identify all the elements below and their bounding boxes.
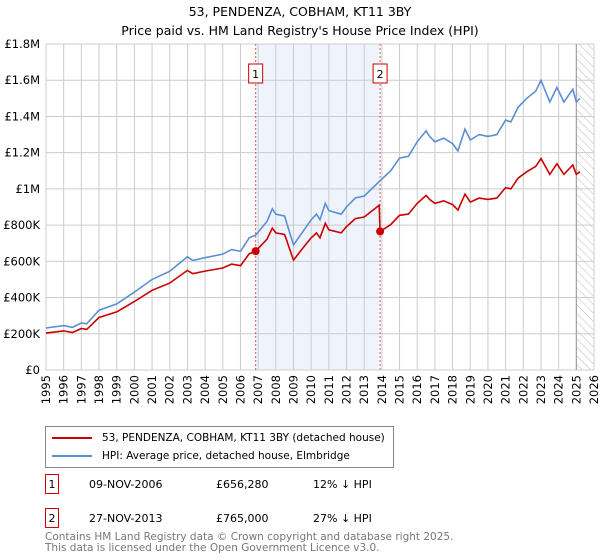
x-tick-label: 2002 — [163, 375, 177, 404]
sale-hpi-diff: 27% ↓ HPI — [313, 511, 372, 525]
x-tick-label: 2000 — [127, 375, 141, 404]
sale-price: £656,280 — [216, 477, 269, 491]
x-tick-label: 2017 — [428, 375, 442, 404]
footer-copyright: Contains HM Land Registry data © Crown c… — [45, 531, 454, 543]
hpi-line — [45, 78, 581, 329]
y-tick-label: £1.8M — [4, 37, 40, 51]
footer: Contains HM Land Registry data © Crown c… — [45, 532, 453, 554]
y-tick-label: £600K — [3, 254, 40, 268]
y-tick-label: £1.6M — [4, 73, 40, 87]
sale-badge: 1 — [45, 474, 59, 494]
x-tick-label: 2015 — [393, 375, 407, 404]
x-tick-label: 2011 — [322, 375, 336, 404]
x-tick-label: 2004 — [198, 375, 212, 404]
sale-point — [251, 247, 260, 256]
sale-row: 1 09-NOV-2006 £656,280 12% ↓ HPI — [45, 473, 372, 495]
x-tick-label: 2020 — [481, 375, 495, 404]
sale-point — [376, 227, 385, 236]
y-tick-label: £400K — [3, 291, 40, 305]
chart-title: 53, PENDENZA, COBHAM, KT11 3BY Price pai… — [0, 2, 600, 40]
red-line-swatch — [52, 437, 92, 439]
x-tick-label: 1998 — [92, 375, 106, 404]
x-tick-label: 2024 — [552, 375, 566, 404]
x-tick-label: 1995 — [39, 375, 53, 404]
x-tick-label: 2012 — [340, 375, 354, 404]
sale-row: 2 27-NOV-2013 £765,000 27% ↓ HPI — [45, 507, 372, 529]
x-tick-label: 2013 — [357, 375, 371, 404]
x-tick-label: 2025 — [569, 375, 583, 404]
x-tick-label: 2023 — [534, 375, 548, 404]
forecast-hatch — [576, 44, 594, 370]
x-tick-label: 2003 — [180, 375, 194, 404]
price-chart: 1995 1996 1997 1998 1999 2000 2001 2002 2003 2004… — [3, 37, 600, 404]
sale-marker-box — [372, 63, 388, 84]
y-tick-label: £0 — [25, 363, 40, 377]
sale-badge: 2 — [45, 508, 59, 528]
property-price-line — [45, 156, 581, 334]
x-tick-label: 2019 — [463, 375, 477, 404]
x-tick-label: 2018 — [446, 375, 460, 404]
blue-line-swatch — [52, 455, 92, 457]
x-tick-label: 2005 — [216, 375, 230, 404]
y-tick-label: £1.4M — [4, 109, 40, 123]
title-line: 53, PENDENZA, COBHAM, KT11 3BY — [188, 4, 412, 19]
x-tick-label: 1997 — [74, 375, 88, 404]
x-tick-label: 2022 — [516, 375, 530, 404]
y-tick-label: £200K — [3, 327, 40, 341]
sale-date: 27-NOV-2013 — [89, 511, 163, 525]
y-tick-label: £1.2M — [4, 146, 40, 160]
legend-item-hpi: HPI: Average price, detached house, Elmb… — [52, 448, 350, 464]
legend: 53, PENDENZA, COBHAM, KT11 3BY (detached… — [45, 426, 394, 468]
y-tick-label: £1M — [15, 182, 40, 196]
legend-label: 53, PENDENZA, COBHAM, KT11 3BY (detached… — [102, 432, 385, 444]
sale-date: 09-NOV-2006 — [89, 477, 163, 491]
x-tick-label: 1999 — [110, 375, 124, 404]
x-tick-label: 2010 — [304, 375, 318, 404]
sale-price: £765,000 — [216, 511, 269, 525]
sale-marker-label: 2 — [377, 68, 384, 81]
x-tick-label: 2007 — [251, 375, 265, 404]
x-tick-label: 2026 — [587, 375, 600, 404]
x-tick-label: 2008 — [269, 375, 283, 404]
legend-label: HPI: Average price, detached house, Elmb… — [102, 450, 350, 462]
x-tick-label: 2006 — [233, 375, 247, 404]
legend-item-property: 53, PENDENZA, COBHAM, KT11 3BY (detached… — [52, 430, 385, 446]
sale-hpi-diff: 12% ↓ HPI — [313, 477, 372, 491]
sale-marker-label: 1 — [252, 68, 259, 81]
footer-licence: This data is licensed under the Open Gov… — [45, 542, 380, 554]
shaded-period — [255, 44, 381, 370]
sale-marker-box — [248, 63, 264, 84]
x-tick-label: 2021 — [499, 375, 513, 404]
x-tick-label: 2014 — [375, 375, 389, 404]
x-tick-label: 2009 — [286, 375, 300, 404]
x-tick-label: 2016 — [410, 375, 424, 404]
subtitle-line: Price paid vs. HM Land Registry's House … — [121, 23, 479, 38]
y-tick-label: £800K — [3, 218, 40, 232]
x-tick-label: 1996 — [57, 375, 71, 404]
x-tick-label: 2001 — [145, 375, 159, 404]
